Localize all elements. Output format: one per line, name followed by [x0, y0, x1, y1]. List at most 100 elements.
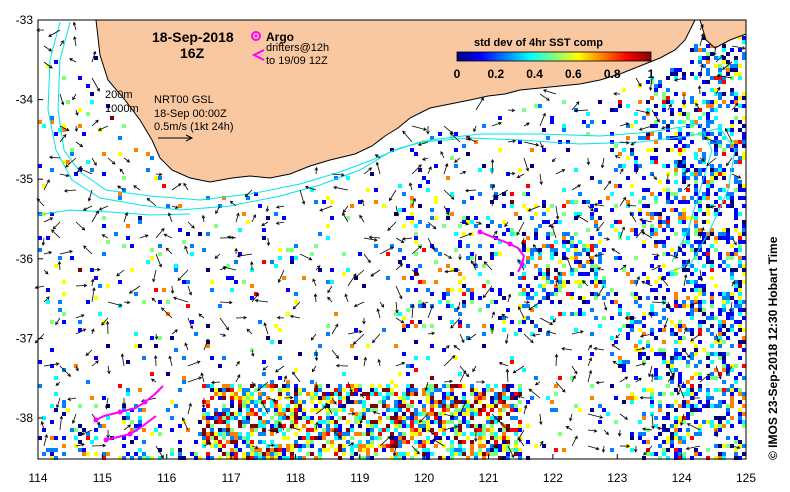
sst-pixel	[630, 280, 634, 284]
current-vector	[648, 77, 653, 91]
sst-pixel	[414, 428, 418, 432]
sst-pixel	[554, 392, 558, 396]
sst-pixel	[678, 324, 682, 328]
sst-pixel	[366, 452, 370, 456]
sst-pixel	[450, 404, 454, 408]
sst-pixel	[382, 328, 386, 332]
current-vector	[395, 301, 399, 314]
sst-pixel	[590, 408, 594, 412]
sst-pixel	[706, 364, 710, 368]
sst-pixel	[522, 232, 526, 236]
sst-pixel	[658, 284, 662, 288]
sst-pixel	[338, 456, 342, 460]
current-vector	[203, 338, 209, 351]
sst-pixel	[586, 112, 590, 116]
sst-pixel	[434, 420, 438, 424]
current-vector	[261, 221, 269, 227]
current-vector	[565, 426, 573, 431]
sst-pixel	[82, 448, 86, 452]
current-vector	[443, 413, 455, 418]
sst-pixel	[730, 256, 734, 260]
sst-pixel	[486, 428, 490, 432]
sst-pixel	[342, 388, 346, 392]
sst-pixel	[734, 284, 738, 288]
sst-pixel	[734, 96, 738, 100]
current-vector	[539, 440, 544, 447]
sst-pixel	[646, 340, 650, 344]
current-vector	[263, 322, 269, 335]
current-vector	[587, 357, 592, 367]
current-vector	[566, 256, 573, 271]
current-vector	[155, 172, 163, 177]
current-vector	[116, 269, 125, 277]
sst-pixel	[514, 408, 518, 412]
sst-pixel	[666, 360, 670, 364]
sst-pixel	[410, 364, 414, 368]
sst-pixel	[742, 300, 746, 304]
sst-pixel	[682, 304, 686, 308]
current-vector	[368, 235, 381, 240]
sst-pixel	[398, 436, 402, 440]
sst-pixel	[566, 232, 570, 236]
sst-pixel	[190, 244, 194, 248]
sst-pixel	[318, 436, 322, 440]
current-vector	[523, 141, 540, 147]
sst-pixel	[410, 416, 414, 420]
sst-pixel	[694, 180, 698, 184]
sst-pixel	[738, 160, 742, 164]
sst-pixel	[46, 288, 50, 292]
sst-pixel	[258, 400, 262, 404]
sst-pixel	[502, 204, 506, 208]
sst-pixel	[682, 336, 686, 340]
sst-pixel	[686, 296, 690, 300]
sst-pixel	[70, 428, 74, 432]
sst-pixel	[654, 436, 658, 440]
sst-pixel	[518, 260, 522, 264]
sst-pixel	[318, 408, 322, 412]
sst-pixel	[718, 424, 722, 428]
sst-pixel	[722, 148, 726, 152]
sst-pixel	[742, 280, 746, 284]
current-vector	[411, 303, 415, 319]
sst-pixel	[298, 448, 302, 452]
sst-pixel	[614, 300, 618, 304]
sst-pixel	[682, 416, 686, 420]
sst-pixel	[426, 392, 430, 396]
sst-pixel	[434, 280, 438, 284]
current-vector	[443, 425, 459, 431]
sst-pixel	[402, 400, 406, 404]
current-vector	[153, 354, 158, 367]
sst-pixel	[698, 248, 702, 252]
current-vector	[467, 333, 477, 341]
sst-pixel	[426, 180, 430, 184]
sst-pixel	[450, 420, 454, 424]
sst-pixel	[394, 416, 398, 420]
current-vector	[117, 185, 125, 191]
sst-pixel	[230, 436, 234, 440]
sst-pixel	[670, 380, 674, 384]
sst-pixel	[738, 284, 742, 288]
sst-pixel	[442, 384, 446, 388]
sst-pixel	[718, 312, 722, 316]
sst-pixel	[490, 300, 494, 304]
sst-pixel	[722, 304, 726, 308]
current-vector	[601, 445, 606, 453]
plot-frame	[37, 19, 747, 460]
sst-pixel	[738, 288, 742, 292]
current-vector	[464, 188, 477, 193]
sst-pixel	[682, 212, 686, 216]
sst-pixel	[426, 388, 430, 392]
sst-pixel	[370, 456, 374, 460]
sst-pixel	[126, 236, 130, 240]
sst-pixel	[642, 136, 646, 140]
current-vector	[491, 311, 495, 319]
sst-pixel	[274, 384, 278, 388]
sst-pixel	[390, 408, 394, 412]
sst-pixel	[466, 244, 470, 248]
sst-pixel	[686, 380, 690, 384]
sst-pixel	[346, 392, 350, 396]
sst-pixel	[282, 416, 286, 420]
sst-pixel	[690, 332, 694, 336]
sst-pixel	[722, 236, 726, 240]
sst-pixel	[366, 456, 370, 460]
